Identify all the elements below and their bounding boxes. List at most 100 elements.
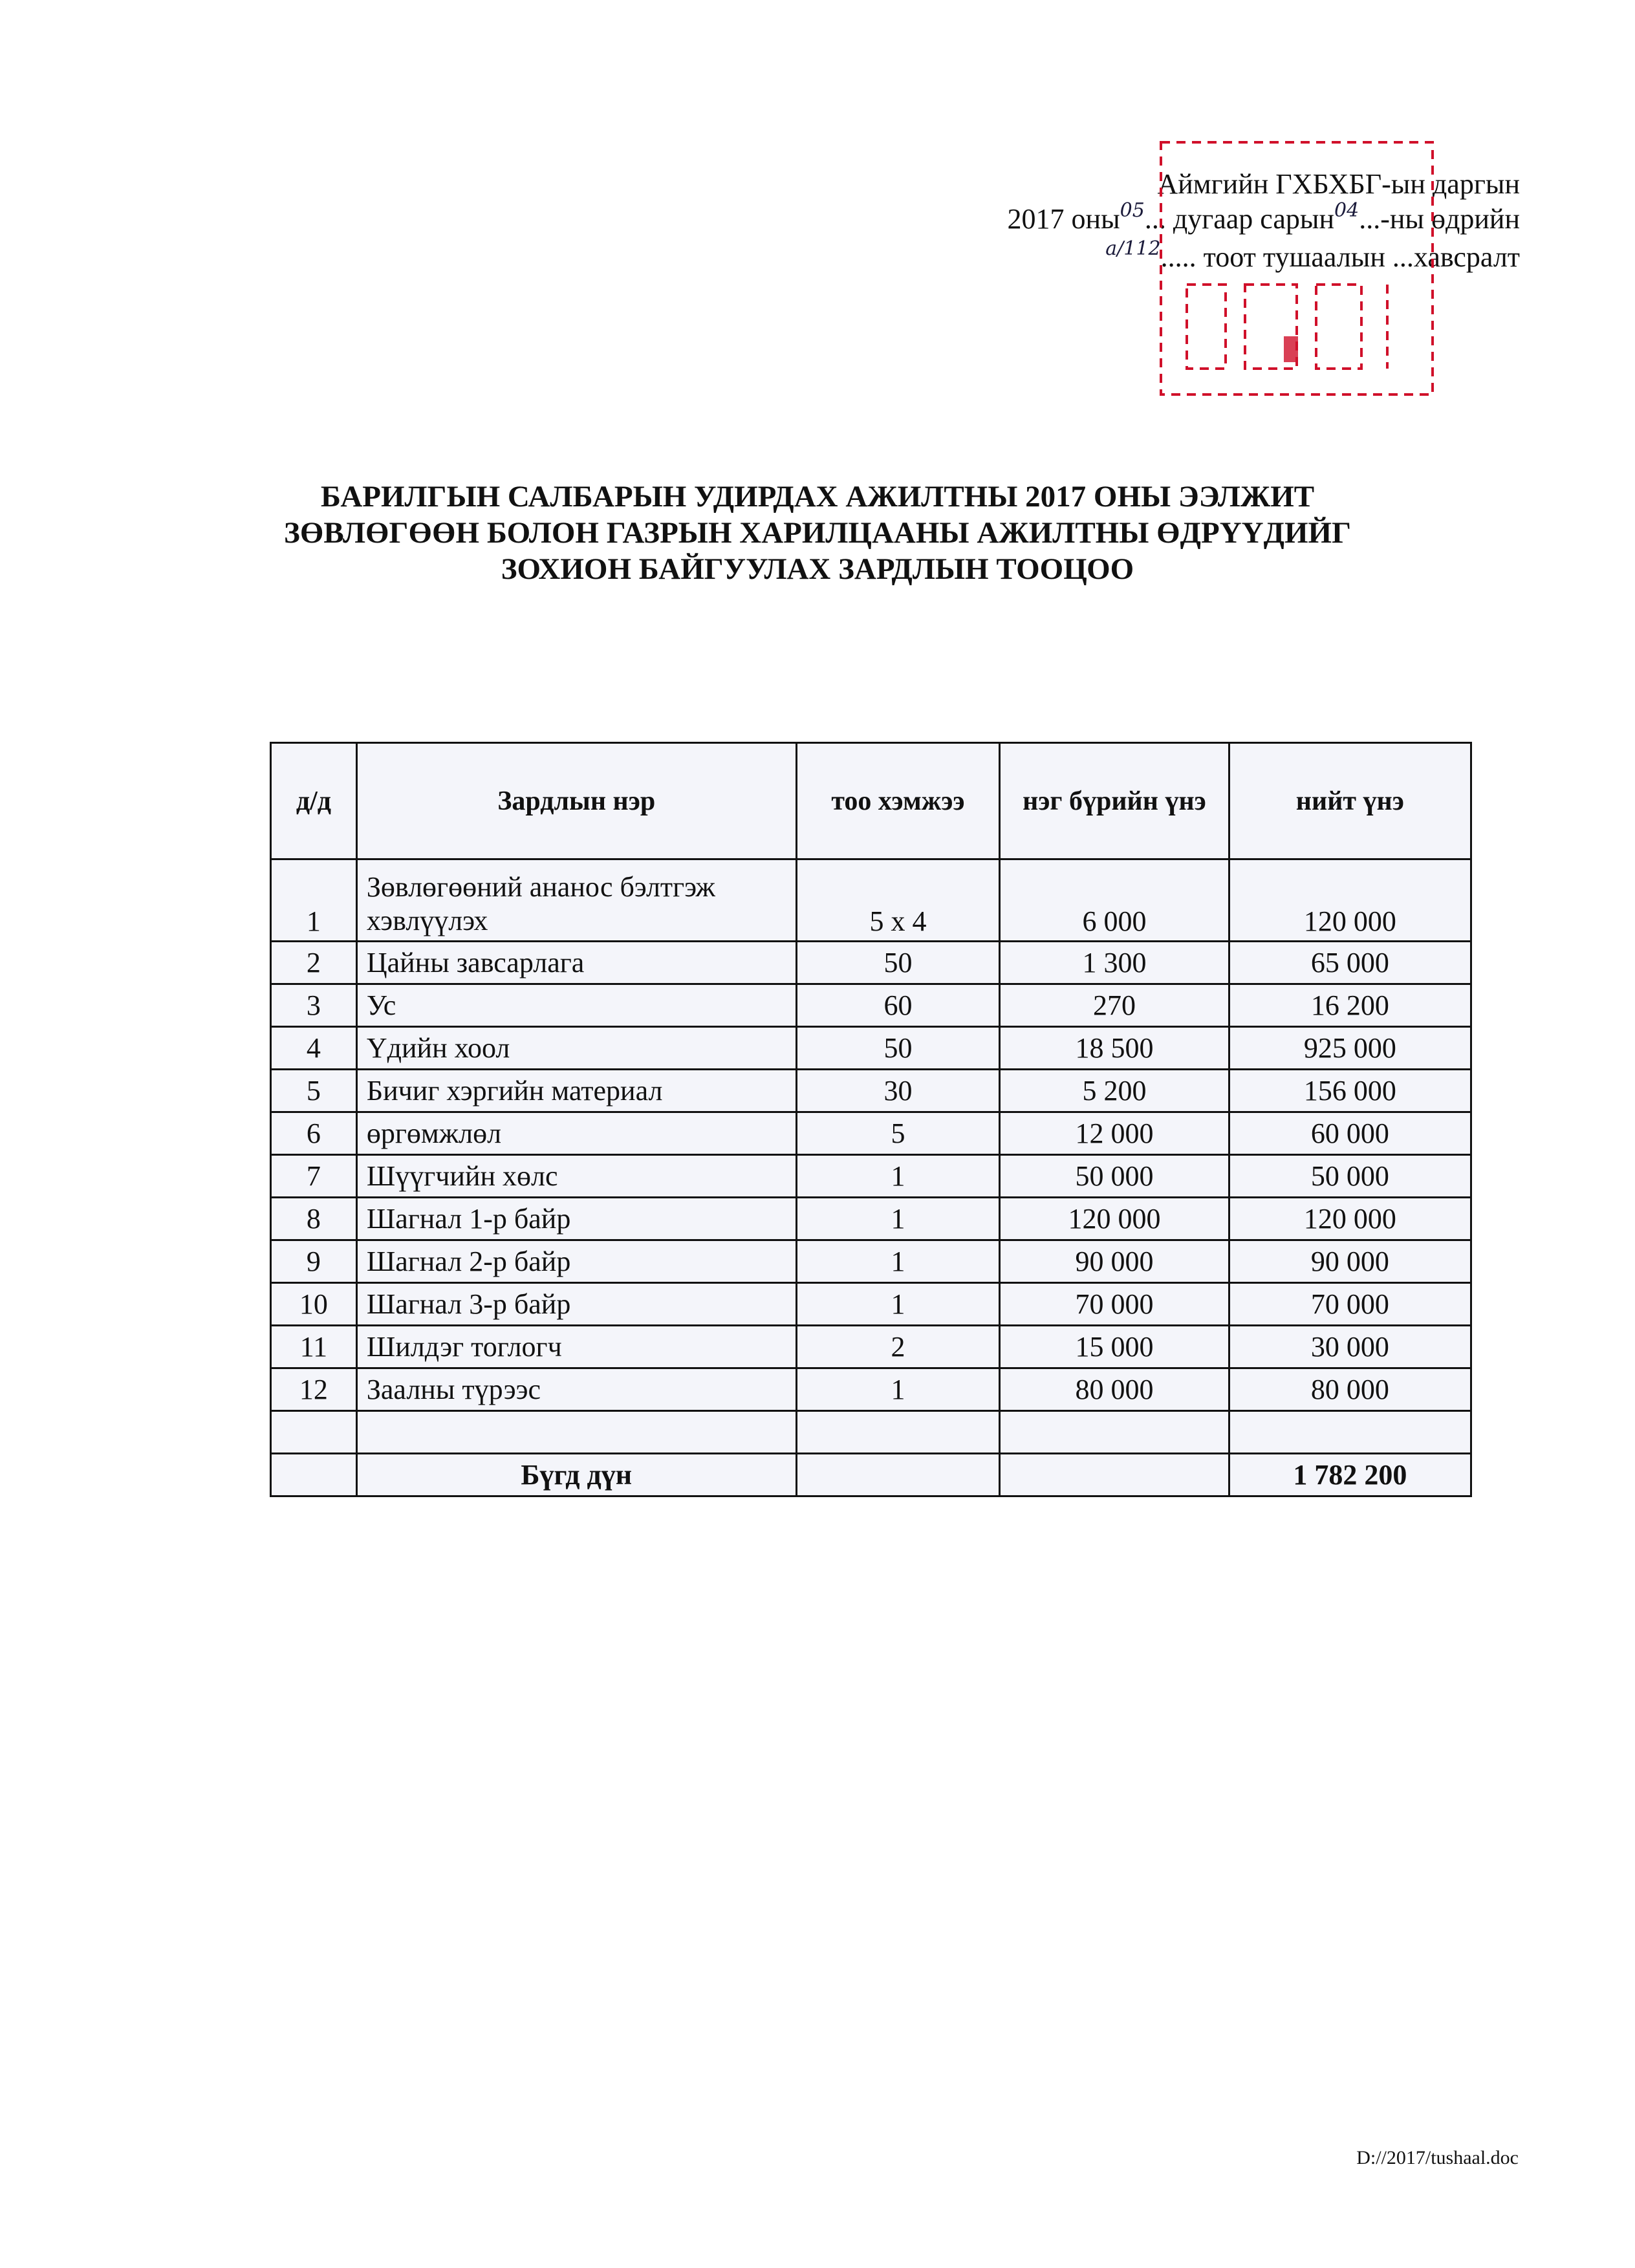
empty-cell: [270, 1410, 358, 1454]
quantity: 2: [795, 1324, 1001, 1369]
table-row: 8 Шагнал 1-р байр 1 120 000 120 000: [270, 1196, 1473, 1241]
quantity: 1: [795, 1239, 1001, 1284]
unit-price: 18 500: [999, 1026, 1230, 1070]
expense-name: Ус: [355, 983, 797, 1028]
total-price: 50 000: [1228, 1154, 1473, 1198]
row-number: 9: [270, 1239, 358, 1284]
row-number: 10: [270, 1282, 358, 1326]
total-price: 925 000: [1228, 1026, 1473, 1070]
expense-name: Шагнал 3-р байр: [355, 1282, 797, 1326]
file-path-footer: D://2017/tushaal.doc: [1356, 2147, 1519, 2168]
header-line-2: 2017 оны05... дугаар сарын04...-ны өдрий…: [1007, 199, 1520, 240]
table-row: 2 Цайны завсарлага 50 1 300 65 000: [270, 940, 1473, 985]
col-header-number: д/д: [270, 742, 358, 860]
row-number: 6: [270, 1111, 358, 1156]
quantity: 1: [795, 1154, 1001, 1198]
expense-name: Цайны завсарлага: [355, 940, 797, 985]
empty-cell: [355, 1410, 797, 1454]
total-price: 16 200: [1228, 983, 1473, 1028]
total-price: 60 000: [1228, 1111, 1473, 1156]
total-price: 30 000: [1228, 1324, 1473, 1369]
total-price: 90 000: [1228, 1239, 1473, 1284]
row-number: 12: [270, 1367, 358, 1412]
row-number: 2: [270, 940, 358, 985]
title-line-1: БАРИЛГЫН САЛБАРЫН УДИРДАХ АЖИЛТНЫ 2017 О…: [320, 480, 1315, 513]
unit-price: 50 000: [999, 1154, 1230, 1198]
row-number: 5: [270, 1068, 358, 1113]
unit-price: 6 000: [999, 858, 1230, 942]
quantity: 50: [795, 1026, 1001, 1070]
unit-price: 270: [999, 983, 1230, 1028]
empty-row: [270, 1410, 1473, 1454]
total-price: 156 000: [1228, 1068, 1473, 1113]
total-row: Бүгд дүн 1 782 200: [270, 1453, 1473, 1497]
table-header-row: д/д Зардлын нэр тоо хэмжээ нэг бүрийн үн…: [270, 742, 1473, 860]
handwritten-day: 04: [1334, 199, 1359, 222]
row-number: 11: [270, 1324, 358, 1369]
row-number: 8: [270, 1196, 358, 1241]
empty-cell: [999, 1410, 1230, 1454]
table-row: 11 Шилдэг тоглогч 2 15 000 30 000: [270, 1324, 1473, 1369]
total-price: 70 000: [1228, 1282, 1473, 1326]
table-row: 4 Үдийн хоол 50 18 500 925 000: [270, 1026, 1473, 1070]
quantity: 5 x 4: [795, 858, 1001, 942]
quantity: 50: [795, 940, 1001, 985]
total-blank: [795, 1453, 1001, 1497]
total-label: Бүгд дүн: [355, 1453, 797, 1497]
table-row: 6 өргөмжлөл 5 12 000 60 000: [270, 1111, 1473, 1156]
quantity: 5: [795, 1111, 1001, 1156]
col-header-total-price: нийт үнэ: [1228, 742, 1473, 860]
unit-price: 70 000: [999, 1282, 1230, 1326]
total-price: 80 000: [1228, 1367, 1473, 1412]
row-number: 1: [270, 858, 358, 942]
expense-name: Үдийн хоол: [355, 1026, 797, 1070]
header-day-label: ...-ны өдрийн: [1359, 203, 1520, 235]
handwritten-order-number: а/112: [1105, 237, 1161, 260]
unit-price: 15 000: [999, 1324, 1230, 1369]
table-row: 1 Зөвлөгөөний ананос бэлтгэж хэвлүүлэх 5 x…: [270, 858, 1473, 942]
quantity: 30: [795, 1068, 1001, 1113]
total-price: 65 000: [1228, 940, 1473, 985]
col-header-quantity: тоо хэмжээ: [795, 742, 1001, 860]
quantity: 1: [795, 1282, 1001, 1326]
total-price: 120 000: [1228, 858, 1473, 942]
expense-name: Шагнал 1-р байр: [355, 1196, 797, 1241]
expense-name: өргөмжлөл: [355, 1111, 797, 1156]
col-header-unit-price: нэг бүрийн үнэ: [999, 742, 1230, 860]
empty-cell: [795, 1410, 1001, 1454]
quantity: 60: [795, 983, 1001, 1028]
total-blank: [270, 1453, 358, 1497]
row-number: 3: [270, 983, 358, 1028]
table-row: 5 Бичиг хэргийн материал 30 5 200 156 000: [270, 1068, 1473, 1113]
total-value: 1 782 200: [1228, 1453, 1473, 1497]
header-line-3: а/112..... тоот тушаалын ...хавсралт: [1008, 237, 1520, 278]
header-order-label: ..... тоот тушаалын ...хавсралт: [1160, 241, 1520, 273]
header-year: 2017 оны: [1007, 203, 1120, 235]
expense-name: Зөвлөгөөний ананос бэлтгэж хэвлүүлэх: [355, 858, 797, 942]
expense-name: Шүүгчийн хөлс: [355, 1154, 797, 1198]
col-header-name: Зардлын нэр: [355, 742, 797, 860]
table-row: 9 Шагнал 2-р байр 1 90 000 90 000: [270, 1239, 1473, 1284]
unit-price: 120 000: [999, 1196, 1230, 1241]
table-row: 3 Ус 60 270 16 200: [270, 983, 1473, 1028]
header-month-label: ... дугаар сарын: [1144, 203, 1335, 235]
empty-cell: [1228, 1410, 1473, 1454]
expense-name: Шилдэг тоглогч: [355, 1324, 797, 1369]
title-line-2: ЗӨВЛӨГӨӨН БОЛОН ГАЗРЫН ХАРИЛЦААНЫ АЖИЛТН…: [284, 516, 1351, 550]
expense-name: Бичиг хэргийн материал: [355, 1068, 797, 1113]
row-number: 7: [270, 1154, 358, 1198]
quantity: 1: [795, 1367, 1001, 1412]
quantity: 1: [795, 1196, 1001, 1241]
document-title: БАРИЛГЫН САЛБАРЫН УДИРДАХ АЖИЛТНЫ 2017 О…: [0, 479, 1635, 587]
unit-price: 12 000: [999, 1111, 1230, 1156]
expense-table: д/д Зардлын нэр тоо хэмжээ нэг бүрийн үн…: [270, 742, 1473, 1497]
row-number: 4: [270, 1026, 358, 1070]
expense-name: Шагнал 2-р байр: [355, 1239, 797, 1284]
table-row: 7 Шүүгчийн хөлс 1 50 000 50 000: [270, 1154, 1473, 1198]
attachment-header: Аймгийн ГХБХБГ-ын даргын 2017 оны05... д…: [1008, 167, 1520, 278]
unit-price: 90 000: [999, 1239, 1230, 1284]
unit-price: 80 000: [999, 1367, 1230, 1412]
header-line-1: Аймгийн ГХБХБГ-ын даргын: [1157, 168, 1520, 200]
title-line-3: ЗОХИОН БАЙГУУЛАХ ЗАРДЛЫН ТООЦОО: [501, 552, 1134, 586]
total-blank: [999, 1453, 1230, 1497]
